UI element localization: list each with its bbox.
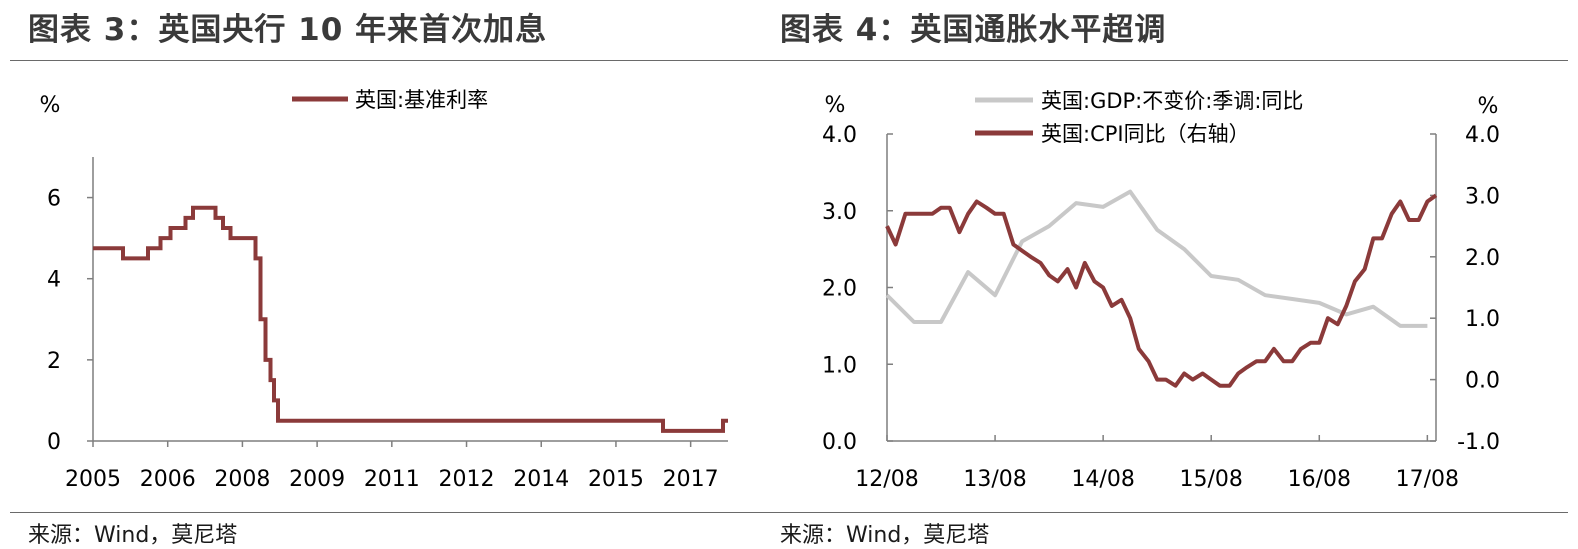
x-tick-label: 17/08 — [1396, 467, 1459, 492]
x-tick-label: 13/08 — [963, 467, 1026, 492]
right-y-tick-label: 1.0 — [1465, 307, 1500, 332]
left-y-tick-label: 2.0 — [822, 277, 857, 302]
chart4-source: 来源：Wind，莫尼塔 — [780, 517, 989, 549]
left-y-axis-unit: % — [825, 93, 846, 118]
right-y-tick-label: -1.0 — [1457, 430, 1500, 455]
series-line-cpi — [887, 195, 1436, 385]
right-y-tick-label: 3.0 — [1465, 184, 1500, 209]
right-y-tick-label: 0.0 — [1465, 369, 1500, 394]
right-y-tick-label: 4.0 — [1465, 123, 1500, 148]
left-y-tick-label: 3.0 — [822, 200, 857, 225]
x-tick-label: 12/08 — [855, 467, 918, 492]
right-y-axis-unit: % — [1478, 94, 1499, 119]
legend-label-cpi: 英国:CPI同比（右轴） — [1041, 122, 1250, 146]
x-tick-label: 15/08 — [1180, 467, 1243, 492]
bottom-rule — [10, 512, 1568, 513]
right-y-tick-label: 2.0 — [1465, 246, 1500, 271]
left-y-tick-label: 1.0 — [822, 353, 857, 378]
x-tick-label: 14/08 — [1071, 467, 1134, 492]
legend-label-gdp: 英国:GDP:不变价:季调:同比 — [1041, 89, 1303, 113]
left-y-tick-label: 0.0 — [822, 430, 857, 455]
x-tick-label: 16/08 — [1288, 467, 1351, 492]
left-y-tick-label: 4.0 — [822, 123, 857, 148]
